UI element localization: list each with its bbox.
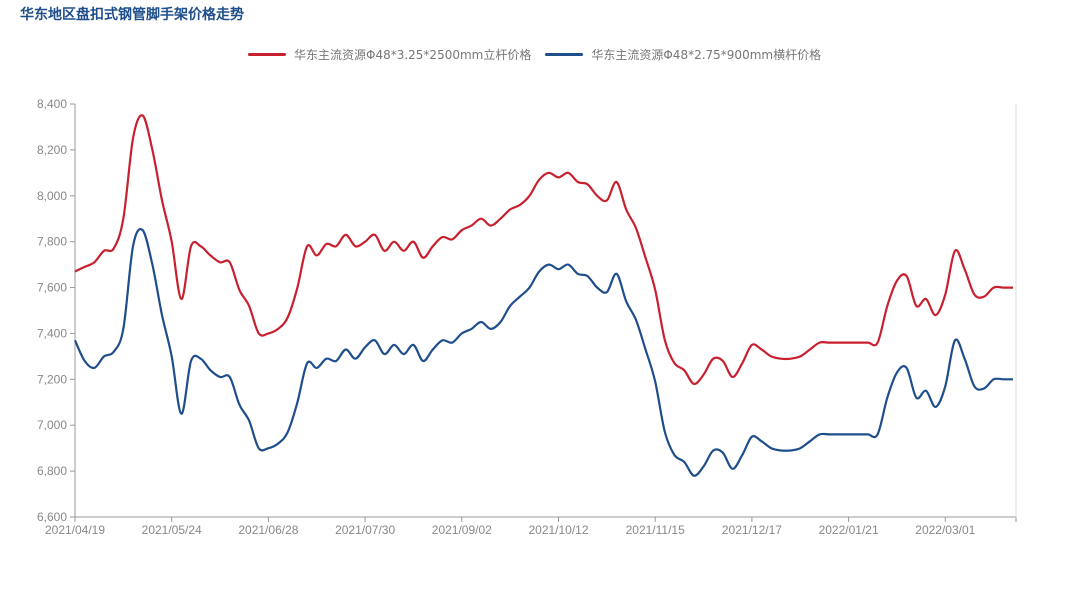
x-tick-label: 2021/07/30 [335,523,395,537]
y-tick-label: 7,600 [37,281,67,295]
y-tick-label: 7,800 [37,235,67,249]
legend-item-upright: 华东主流资源Φ48*3.25*2500mm立杆价格 [248,46,531,63]
legend-item-crossbar: 华东主流资源Φ48*2.75*900mm横杆价格 [545,46,821,63]
y-tick-label: 6,600 [37,510,67,524]
series-line-crossbar [73,228,1013,477]
y-tick-label: 8,000 [37,189,67,203]
y-tick-label: 8,200 [37,143,67,157]
x-tick-label: 2021/11/15 [626,523,685,537]
x-tick-label: 2021/12/17 [722,523,782,537]
x-tick-label: 2022/03/01 [915,523,975,537]
legend-label-crossbar: 华东主流资源Φ48*2.75*900mm横杆价格 [591,48,822,62]
y-tick-label: 7,400 [37,326,67,340]
y-tick-label: 7,200 [37,372,67,386]
x-tick-label: 2022/01/21 [819,523,879,537]
y-tick-label: 7,000 [37,418,67,432]
x-tick-label: 2021/04/19 [45,523,105,537]
x-tick-label: 2021/06/28 [238,523,298,537]
x-tick-label: 2021/09/02 [432,523,492,537]
y-tick-label: 8,400 [37,97,67,111]
chart-title: 华东地区盘扣式钢管脚手架价格走势 [20,7,244,23]
legend: 华东主流资源Φ48*3.25*2500mm立杆价格 华东主流资源Φ48*2.75… [248,46,835,63]
legend-label-upright: 华东主流资源Φ48*3.25*2500mm立杆价格 [294,48,532,62]
series-line-upright [74,114,1013,386]
legend-swatch-upright [248,53,286,56]
y-tick-label: 6,800 [37,464,67,478]
x-tick-label: 2021/10/12 [528,523,588,537]
x-tick-label: 2021/05/24 [142,523,202,537]
legend-swatch-crossbar [545,53,584,56]
